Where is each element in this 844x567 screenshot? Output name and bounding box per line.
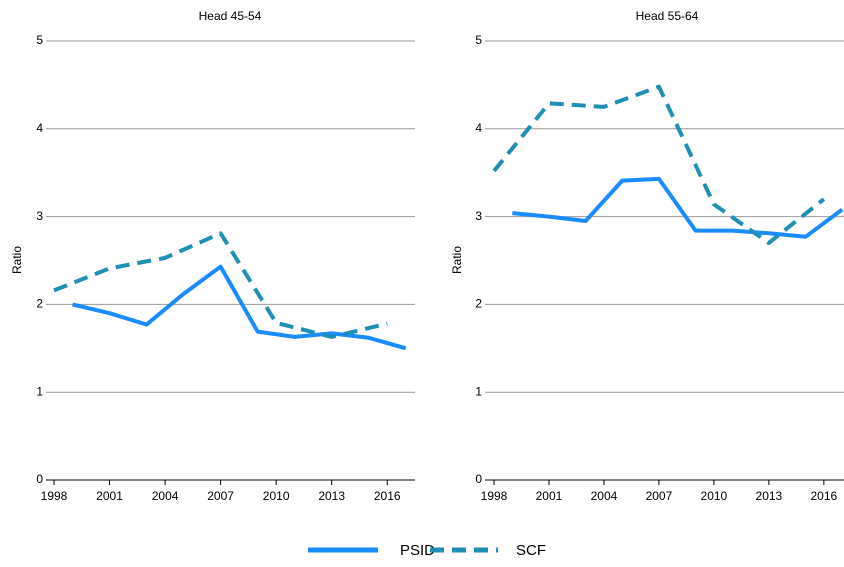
y-tick-label: 5 <box>475 33 482 47</box>
x-tick-label: 2007 <box>646 489 673 503</box>
data-line <box>512 176 844 239</box>
data-line <box>53 231 388 339</box>
x-tick-label: 2001 <box>536 489 563 503</box>
x-tick-label: 2004 <box>152 489 179 503</box>
y-tick-label: 4 <box>36 121 43 135</box>
chart-title: Head 45-54 <box>199 9 262 23</box>
y-tick-label: 2 <box>475 297 482 311</box>
plot-area <box>53 231 407 351</box>
x-tick-label: 1998 <box>481 489 508 503</box>
x-tick-label: 2010 <box>263 489 290 503</box>
y-axis-label: Ratio <box>450 246 464 274</box>
y-tick-label: 0 <box>36 472 43 486</box>
x-tick-label: 1998 <box>41 489 68 503</box>
x-tick-label: 2007 <box>207 489 234 503</box>
y-tick-label: 0 <box>475 472 482 486</box>
x-tick-label: 2016 <box>374 489 401 503</box>
plot-area <box>492 84 844 245</box>
y-tick-label: 3 <box>36 209 43 223</box>
legend-label: PSID <box>400 542 435 559</box>
chart-title: Head 55-64 <box>636 9 699 23</box>
x-tick-label: 2013 <box>756 489 783 503</box>
legend-label: SCF <box>516 542 546 559</box>
y-tick-label: 2 <box>36 297 43 311</box>
y-axis-label: Ratio <box>10 246 24 274</box>
y-tick-label: 1 <box>36 384 43 398</box>
x-tick-label: 2013 <box>318 489 345 503</box>
x-tick-label: 2004 <box>591 489 618 503</box>
data-line <box>492 84 826 245</box>
y-tick-label: 1 <box>475 384 482 398</box>
x-tick-label: 2016 <box>810 489 837 503</box>
x-tick-label: 2010 <box>701 489 728 503</box>
x-tick-label: 2001 <box>96 489 123 503</box>
y-tick-label: 3 <box>475 209 482 223</box>
data-line <box>72 264 407 351</box>
y-tick-label: 5 <box>36 33 43 47</box>
y-tick-label: 4 <box>475 121 482 135</box>
